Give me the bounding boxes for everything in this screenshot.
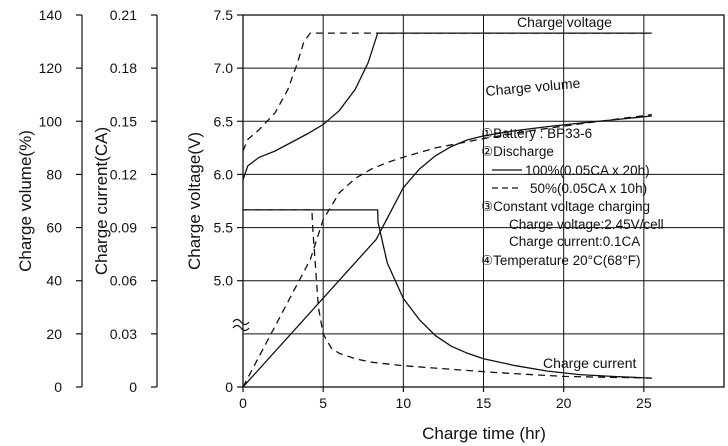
x-tick-label: 0 (239, 395, 247, 411)
y-tick-label-current: 0.03 (110, 326, 137, 342)
y-tick-label-current: 0.09 (110, 220, 137, 236)
series-line-charge-voltage-100 (242, 32, 652, 180)
y-tick-label-current: 0.12 (110, 166, 137, 182)
x-axis-title: Charge time (hr) (422, 424, 546, 443)
y-axis-title-current: Charge current(CA) (92, 127, 111, 275)
curve-label-charge-volume: Charge volume (485, 75, 581, 99)
y-tick-label-current: 0 (129, 379, 137, 395)
y-tick-label-voltage: 7.0 (214, 60, 234, 76)
y-tick-label-volume: 120 (39, 60, 63, 76)
series-line-charge-current-50 (243, 209, 652, 379)
legend-50-percent: 50%(0.05CA x 10h) (530, 181, 647, 196)
y-tick-label-voltage: 5.5 (214, 220, 234, 236)
y-axes: 0 20 40 60 80 100 120 140 0 0.03 0.06 0.09 0.12 0.15 0… (39, 7, 243, 395)
y-tick-label-voltage: 5.0 (214, 273, 234, 289)
y-tick-label-volume: 140 (39, 7, 63, 23)
legend-charge-voltage-setting: Charge voltage:2.45V/cell (509, 217, 664, 232)
x-tick-label: 5 (319, 395, 327, 411)
y-tick-label-volume: 20 (46, 326, 62, 342)
y-tick-label-voltage: 0 (225, 379, 233, 395)
legend-battery: ①Battery : BP33-6 (481, 126, 592, 141)
x-tick-label: 25 (636, 395, 652, 411)
y-tick-label-volume: 60 (46, 220, 62, 236)
grid-lines (243, 15, 724, 387)
y-tick-label-volume: 40 (46, 273, 62, 289)
legend-constant-voltage: ③Constant voltage charging (481, 199, 650, 214)
y-tick-label-voltage: 6.5 (214, 113, 234, 129)
y-tick-label-volume: 80 (46, 166, 62, 182)
legend: ①Battery : BP33-6 ②Discharge 100%(0.05CA… (481, 126, 664, 268)
series-line-charge-volume-100 (242, 115, 652, 388)
y-tick-label-current: 0.06 (110, 273, 137, 289)
axis-break-mark (232, 318, 250, 332)
x-tick-label: 20 (556, 395, 572, 411)
y-tick-label-current: 0.18 (110, 60, 137, 76)
legend-discharge: ②Discharge (481, 144, 554, 159)
curve-label-charge-voltage: Charge voltage (517, 14, 612, 30)
series-line-charge-volume-50 (242, 113, 652, 388)
y-tick-label-voltage: 7.5 (214, 7, 234, 23)
y-tick-label-current: 0.15 (110, 113, 137, 129)
y-tick-label-volume: 0 (54, 379, 62, 395)
x-tick-label: 10 (396, 395, 412, 411)
series-line-charge-voltage-50 (242, 32, 652, 152)
series-curves (242, 32, 652, 388)
y-tick-label-voltage: 6.0 (214, 166, 234, 182)
legend-temperature: ④Temperature 20°C(68°F) (481, 253, 640, 268)
y-tick-label-volume: 100 (39, 113, 63, 129)
x-tick-label: 15 (476, 395, 492, 411)
y-axis-title-volume: Charge volume(%) (16, 130, 35, 272)
x-axis-ticks: 0 5 10 15 20 25 (239, 387, 652, 411)
series-line-charge-current-100 (243, 209, 652, 379)
y-axis-title-voltage: Charge voltage(V) (185, 132, 204, 270)
y-tick-label-current: 0.21 (110, 7, 137, 23)
legend-100-percent: 100%(0.05CA x 20h) (525, 163, 650, 178)
legend-charge-current-setting: Charge current:0.1CA (509, 234, 640, 249)
curve-label-charge-current: Charge current (543, 355, 636, 371)
